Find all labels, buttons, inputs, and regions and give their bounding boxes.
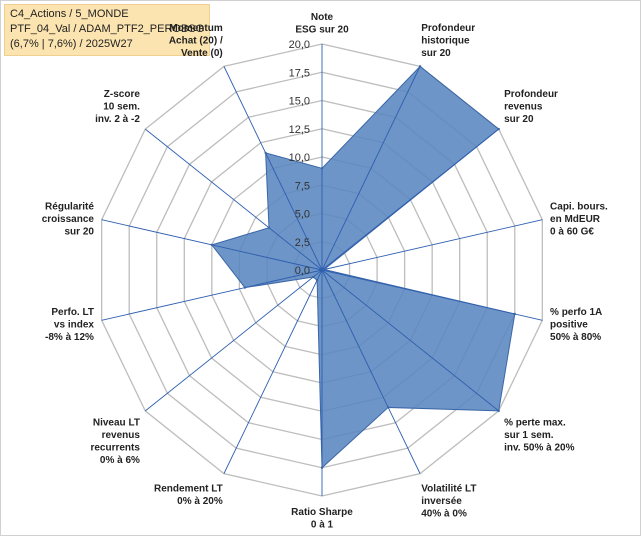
axis-spoke [101,269,323,321]
axis-label: % perte max. sur 1 sem. inv. 50% à 20% [504,417,575,453]
data-point [323,268,326,271]
axis-spoke [321,219,543,271]
axis-label: Volatilité LT inversée 40% à 0% [421,483,476,519]
info-line-3: (6,7% | 7,6%) / 2025W27 [10,38,133,50]
axis-label: Profondeur revenus sur 20 [504,89,558,125]
tick-label: 0,0 [295,265,310,277]
data-point [320,167,324,170]
axis-spoke [145,128,323,271]
axis-spoke [321,269,499,412]
info-line-2: PTF_04_Val / ADAM_PTF2_PEROBSG [10,23,205,35]
data-point [264,151,267,155]
data-point [320,466,324,469]
axis-label: Note ESG sur 20 [295,12,349,36]
axis-spoke [223,269,323,474]
data-point [513,312,516,316]
data-point [497,409,500,413]
tick-label: 5,0 [295,209,310,221]
axis-spoke [145,269,323,412]
info-line-1: C4_Actions / 5_MONDE [10,8,129,20]
info-box: C4_Actions / 5_MONDE PTF_04_Val / ADAM_P… [4,4,211,56]
axis-label: Régularité croissance sur 20 [42,201,95,237]
axis-label: Perfo. LT vs index -8% à 12% [45,307,94,343]
tick-label: 20,0 [289,39,310,51]
axis-spoke [223,66,323,271]
tick-label: 12,5 [289,124,310,136]
axis-spoke [321,269,543,321]
data-point [315,278,319,282]
series-area [210,65,516,469]
axis-label: Z-score 10 sem. inv. 2 à -2 [95,89,140,125]
tick-label: 15,0 [289,96,310,108]
data-point [267,226,271,229]
tick-label: 17,5 [289,67,310,79]
axis-label: Niveau LT revenus recurrents 0% à 6% [90,417,140,466]
data-point [210,243,214,247]
data-point [497,127,500,131]
data-point [311,275,315,279]
axis-spoke [321,269,421,474]
axis-label: Ratio Sharpe 0 à 1 [291,507,353,531]
tick-label: 7,5 [295,180,310,192]
data-point [386,406,390,409]
data-point [418,65,422,68]
tick-label: 10,0 [289,152,310,164]
axis-label: % perfo 1A positive 50% à 80% [550,307,602,343]
axis-label: Capi. bours. en MdEUR 0 à 60 G€ [550,201,608,237]
axis-label: Momentum Achat (20) / Vente (0) [169,23,223,59]
axis-label: Rendement LT 0% à 20% [154,483,223,507]
axis-spoke [321,66,421,271]
data-point [243,286,247,289]
axis-spoke [321,128,499,271]
tick-label: 2,5 [295,237,310,249]
axis-label: Profondeur historique sur 20 [421,23,475,59]
